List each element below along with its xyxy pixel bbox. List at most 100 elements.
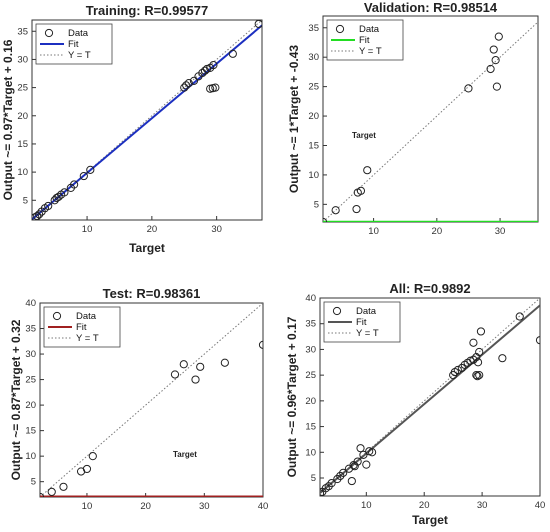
y-axis-label: Output ~= 0.97*Target + 0.16 <box>1 39 15 200</box>
data-point <box>184 78 193 88</box>
legend-label-data: Data <box>68 28 89 39</box>
legend-label-fit: Fit <box>76 322 87 333</box>
data-point <box>368 448 377 457</box>
x-tick-label: 30 <box>199 501 210 512</box>
fit-line <box>32 24 262 220</box>
legend-label-identity: Y = T <box>359 46 382 57</box>
y-axis-label: Output ~= 0.87*Target + 0.32 <box>9 319 23 480</box>
y-tick-label: 15 <box>305 422 316 433</box>
x-tick-label: 30 <box>211 224 222 235</box>
y-tick-label: 10 <box>25 451 36 462</box>
y-tick-label: 15 <box>25 426 36 437</box>
data-point <box>473 358 483 367</box>
data-point <box>356 186 366 195</box>
data-point <box>453 365 462 375</box>
data-point <box>170 370 180 379</box>
fit-line <box>320 304 540 494</box>
y-tick-label: 30 <box>308 52 319 63</box>
data-point <box>189 76 199 85</box>
plot-annotation: Target <box>173 450 197 459</box>
data-point <box>356 444 365 453</box>
data-point <box>469 355 478 364</box>
y-tick-label: 20 <box>17 111 28 122</box>
panel-2: 10 20 30 40 5 10 15 20 25 30 35 40 Test: R=0.98361 Ou… <box>9 286 268 512</box>
data-point <box>472 371 481 380</box>
legend-data-marker <box>44 28 54 38</box>
data-point <box>515 312 524 321</box>
data-point <box>191 375 200 384</box>
plot-content <box>323 21 538 222</box>
y-tick-label: 20 <box>305 396 316 407</box>
legend-label-identity: Y = T <box>76 333 99 344</box>
y-tick-label: 35 <box>308 23 319 34</box>
data-point <box>352 204 361 214</box>
data-point <box>79 171 88 181</box>
data-point <box>464 84 473 93</box>
data-point <box>331 206 340 215</box>
data-point <box>492 82 501 91</box>
y-tick-label: 15 <box>308 140 319 151</box>
y-tick-label: 5 <box>314 199 319 210</box>
data-point <box>498 354 507 363</box>
y-tick-label: 25 <box>308 82 319 93</box>
y-tick-label: 30 <box>305 344 316 355</box>
y-tick-label: 10 <box>305 447 316 458</box>
y-tick-label: 10 <box>308 170 319 181</box>
data-point <box>254 20 262 29</box>
x-tick-label: 20 <box>147 224 158 235</box>
data-point <box>353 457 362 466</box>
legend-label-data: Data <box>359 24 380 35</box>
data-point <box>494 32 503 41</box>
data-point <box>489 45 498 54</box>
data-point <box>476 327 486 336</box>
y-tick-label: 25 <box>305 370 316 381</box>
x-tick-label: 20 <box>140 501 151 512</box>
data-point <box>180 83 189 92</box>
x-axis-label: Target <box>412 513 448 527</box>
data-point <box>320 489 325 496</box>
plot-content <box>320 298 540 496</box>
y-tick-label: 20 <box>25 400 36 411</box>
y-tick-label: 5 <box>23 195 28 206</box>
x-tick-label: 20 <box>432 226 443 237</box>
data-point <box>88 452 97 461</box>
identity-line <box>40 303 263 497</box>
data-point <box>209 60 218 70</box>
y-tick-label: 5 <box>31 477 36 488</box>
data-point <box>469 338 478 347</box>
data-point <box>535 336 540 345</box>
data-point <box>473 372 482 381</box>
x-tick-label: 30 <box>495 226 506 237</box>
legend-label-fit: Fit <box>356 317 367 328</box>
x-tick-label: 40 <box>535 500 546 511</box>
data-point <box>359 450 368 459</box>
data-point <box>347 476 356 486</box>
y-axis-label: Output ~= 0.96*Target + 0.17 <box>285 316 299 477</box>
legend-label-data: Data <box>76 311 97 322</box>
data-point <box>350 462 359 471</box>
legend-label-data: Data <box>356 306 377 317</box>
y-tick-label: 15 <box>17 139 28 150</box>
x-tick-label: 40 <box>258 501 269 512</box>
y-tick-label: 40 <box>305 293 316 304</box>
data-point <box>196 362 205 371</box>
y-tick-label: 35 <box>305 319 316 330</box>
plot-title: All: R=0.9892 <box>389 281 470 296</box>
data-point <box>220 358 229 367</box>
data-point <box>475 371 484 380</box>
legend-label-fit: Fit <box>359 35 370 46</box>
data-point <box>182 81 191 90</box>
panel-3: 10 20 30 40 5 10 15 20 25 30 35 40 All: R=0.9892 Targ… <box>285 281 545 527</box>
y-axis-label: Output ~= 1*Target + -0.43 <box>287 45 301 193</box>
y-tick-label: 5 <box>311 473 316 484</box>
y-tick-label: 35 <box>17 26 28 37</box>
data-point <box>44 201 53 211</box>
plot-title: Validation: R=0.98514 <box>364 0 498 15</box>
data-point <box>33 211 42 220</box>
y-tick-label: 30 <box>17 54 28 65</box>
